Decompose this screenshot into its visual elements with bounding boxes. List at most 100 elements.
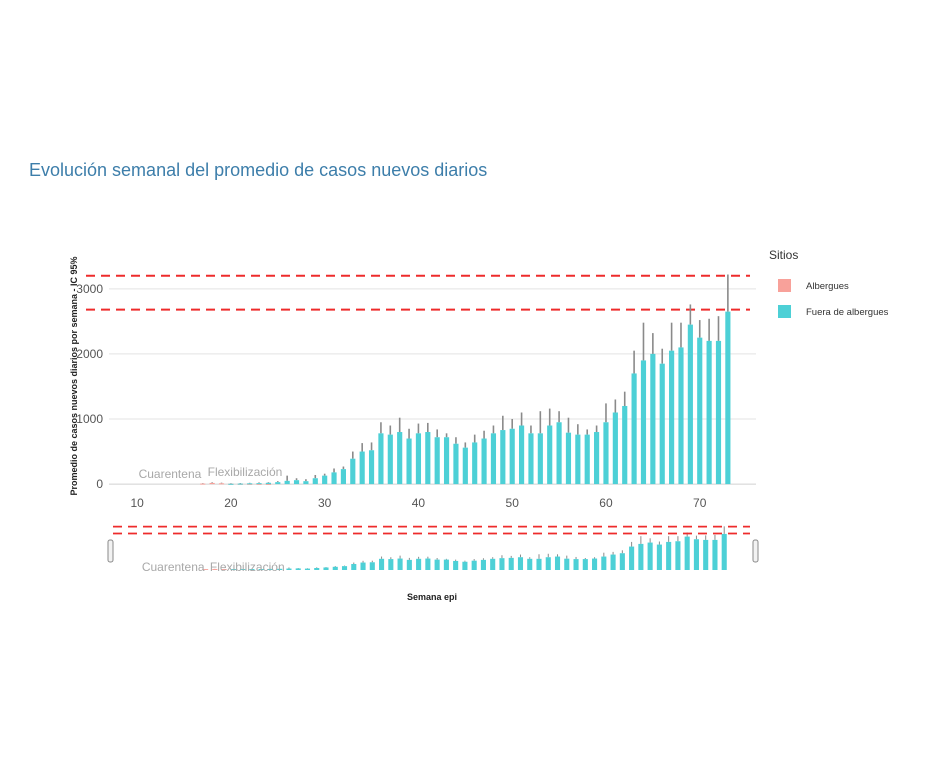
- bar[interactable]: [237, 483, 243, 485]
- bar[interactable]: [265, 482, 271, 485]
- range-slider-bar: [703, 539, 709, 570]
- range-slider-bar: [592, 558, 598, 570]
- bar[interactable]: [415, 433, 422, 485]
- bar[interactable]: [265, 483, 271, 485]
- range-slider-bar: [203, 569, 209, 570]
- bar[interactable]: [500, 430, 506, 485]
- legend-swatch-fuera-de-albergues[interactable]: [778, 305, 791, 318]
- bar[interactable]: [659, 363, 665, 485]
- bar[interactable]: [303, 481, 309, 485]
- bar[interactable]: [275, 482, 281, 485]
- range-slider-bar: [212, 568, 218, 570]
- bar[interactable]: [575, 434, 581, 485]
- range-slider-bar: [545, 557, 551, 570]
- range-slider-bar: [360, 562, 366, 570]
- bar[interactable]: [378, 433, 384, 485]
- bar[interactable]: [293, 480, 300, 485]
- range-slider-bar: [666, 541, 672, 570]
- range-slider-bar: [406, 559, 412, 570]
- bar[interactable]: [209, 482, 215, 485]
- bar[interactable]: [537, 433, 543, 485]
- grid-layer: [109, 288, 756, 485]
- y-tick-label: 3000: [76, 282, 103, 296]
- y-tick-label: 0: [96, 477, 103, 491]
- bar[interactable]: [256, 483, 262, 485]
- bar-layer: [200, 274, 731, 485]
- bar[interactable]: [453, 443, 459, 485]
- bar[interactable]: [669, 350, 675, 485]
- bar[interactable]: [490, 433, 497, 485]
- range-slider-bar: [573, 559, 579, 570]
- bar[interactable]: [443, 437, 450, 485]
- bar[interactable]: [687, 324, 693, 485]
- bar[interactable]: [706, 340, 712, 485]
- bar[interactable]: [725, 311, 731, 485]
- bar[interactable]: [547, 425, 553, 485]
- bar[interactable]: [556, 422, 562, 485]
- bar[interactable]: [228, 483, 234, 485]
- range-slider-bar: [240, 569, 246, 570]
- legend-label-albergues[interactable]: Albergues: [806, 281, 849, 292]
- bar[interactable]: [200, 483, 206, 485]
- bar[interactable]: [481, 438, 487, 485]
- bar[interactable]: [387, 434, 393, 485]
- bar[interactable]: [284, 480, 290, 485]
- bar[interactable]: [565, 432, 572, 485]
- range-slider-bar: [471, 560, 477, 570]
- bar[interactable]: [528, 433, 534, 485]
- y-axis-title: Promedio de casos nuevos diarios por sem…: [69, 256, 79, 495]
- x-tick-label: 20: [224, 496, 238, 510]
- bar[interactable]: [397, 432, 403, 485]
- bar[interactable]: [350, 458, 356, 485]
- range-slider-bar: [286, 568, 292, 570]
- range-slider-bar: [517, 557, 524, 570]
- bar[interactable]: [715, 340, 722, 485]
- bar[interactable]: [509, 428, 515, 485]
- range-slider-bar: [684, 536, 690, 570]
- bar[interactable]: [678, 347, 684, 485]
- range-slider-bar: [416, 558, 422, 570]
- range-slider-bar: [675, 541, 681, 570]
- range-slider-bar: [619, 553, 625, 570]
- bar[interactable]: [434, 437, 440, 485]
- bar[interactable]: [331, 472, 337, 485]
- range-slider-bar: [601, 556, 607, 570]
- bar[interactable]: [340, 469, 346, 485]
- bar[interactable]: [462, 447, 468, 485]
- bar[interactable]: [472, 442, 478, 485]
- bar[interactable]: [519, 425, 525, 485]
- range-slider-handle-right[interactable]: [752, 539, 759, 563]
- bar[interactable]: [650, 353, 656, 485]
- range-slider-bg[interactable]: [113, 525, 752, 570]
- range-slider-handle-left[interactable]: [107, 539, 114, 563]
- bar[interactable]: [640, 360, 647, 485]
- bar[interactable]: [603, 422, 609, 485]
- bar[interactable]: [622, 405, 628, 485]
- bar[interactable]: [584, 434, 590, 485]
- bar[interactable]: [359, 451, 365, 485]
- annotation-label: Cuarentena: [139, 467, 202, 481]
- y-tick-label: 2000: [76, 347, 103, 361]
- bar[interactable]: [594, 432, 600, 485]
- bar[interactable]: [406, 438, 412, 485]
- x-tick-label: 50: [506, 496, 520, 510]
- y-tick-label: 1000: [76, 412, 103, 426]
- bar[interactable]: [247, 483, 253, 485]
- bar[interactable]: [256, 483, 262, 485]
- bar[interactable]: [697, 337, 703, 485]
- x-tick-label: 10: [130, 496, 144, 510]
- bar[interactable]: [631, 373, 637, 485]
- bar[interactable]: [425, 432, 431, 485]
- reference-lines: [86, 274, 750, 311]
- legend-label-fuera-de-albergues[interactable]: Fuera de albergues: [806, 307, 889, 318]
- bar[interactable]: [312, 478, 318, 485]
- bar[interactable]: [368, 450, 375, 485]
- legend-swatch-albergues[interactable]: [778, 279, 791, 292]
- range-slider[interactable]: Cuarentena Flexibilización: [107, 525, 759, 574]
- bar[interactable]: [322, 475, 328, 485]
- range-slider-annotation: Cuarentena: [142, 560, 205, 574]
- range-slider-bar: [554, 556, 561, 570]
- bar[interactable]: [218, 483, 225, 485]
- bar[interactable]: [247, 483, 253, 485]
- bar[interactable]: [612, 412, 618, 485]
